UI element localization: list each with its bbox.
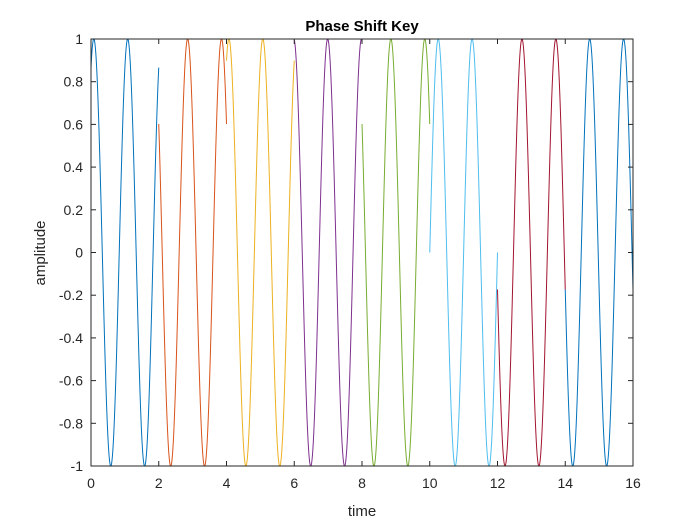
tick-labels-layer: 0 2 4 6 8 10 12 14 16 1 0.8 0.6 0.4 0.2 0 -0.2 -0.4 -0.6 -… [59,31,641,491]
series-line-3 [226,38,295,467]
x-tick-label: 8 [358,475,366,491]
x-axis-title: time [348,503,376,520]
x-tick-label: 14 [557,475,573,491]
y-tick-label: -0.6 [59,373,83,389]
x-tick-label: 6 [290,475,298,491]
y-tick-label: -0.2 [59,287,83,303]
x-tick-label: 2 [155,475,163,491]
x-tick-label: 12 [490,475,506,491]
x-tick-label: 4 [223,475,231,491]
series-line-2 [158,38,227,467]
series-line-4 [293,38,363,467]
y-axis-title: amplitude [32,220,49,285]
y-tick-label: 0.2 [64,202,84,218]
series-line-1 [90,38,160,467]
ticks-layer [90,38,634,467]
y-tick-label: 0.8 [64,74,84,90]
chart-title: Phase Shift Key [305,18,419,35]
y-tick-label: 0.6 [64,116,84,132]
y-tick-label: -0.8 [59,415,83,431]
y-tick-label: -1 [71,458,84,474]
x-tick-label: 10 [422,475,438,491]
series-line-7 [497,38,566,467]
x-tick-label: 16 [625,475,641,491]
x-tick-label: 0 [87,475,95,491]
series-line-8 [564,38,634,467]
y-tick-label: 0 [75,245,83,261]
y-tick-label: -0.4 [59,330,83,346]
series-line-5 [361,38,431,467]
series-line-6 [429,38,498,467]
y-tick-label: 0.4 [64,159,84,175]
y-tick-label: 1 [75,31,83,47]
series-layer [90,38,634,467]
